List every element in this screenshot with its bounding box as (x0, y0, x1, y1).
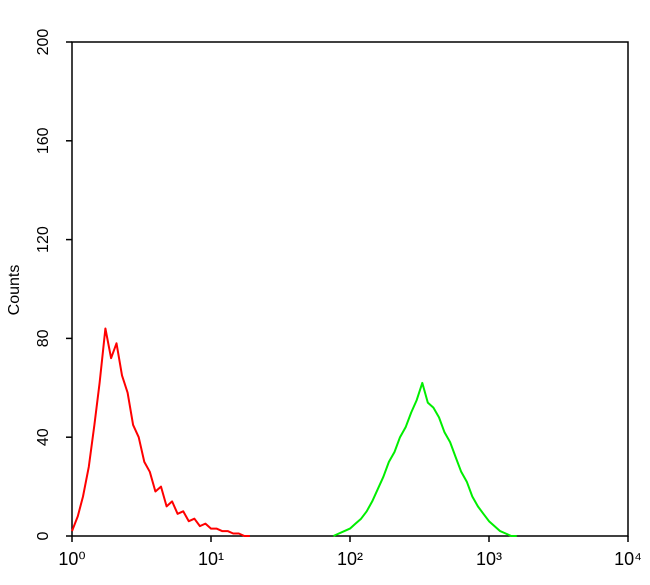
y-tick-label: 120 (35, 226, 52, 253)
y-tick-label: 40 (35, 428, 52, 446)
y-tick-label: 0 (35, 531, 52, 540)
histogram-line (332, 381, 517, 537)
histogram-line (71, 327, 250, 537)
x-tick-label: 10⁴ (614, 549, 642, 569)
y-axis-label: Counts (6, 265, 23, 316)
x-tick-label: 10² (337, 549, 363, 569)
y-tick-label: 160 (35, 127, 52, 154)
y-tick-label: 200 (35, 29, 52, 56)
y-tick-label: 80 (35, 329, 52, 347)
x-tick-label: 10³ (476, 549, 502, 569)
x-tick-label: 10⁰ (58, 549, 85, 569)
x-tick-label: 10¹ (198, 549, 224, 569)
plot-frame (71, 41, 629, 537)
